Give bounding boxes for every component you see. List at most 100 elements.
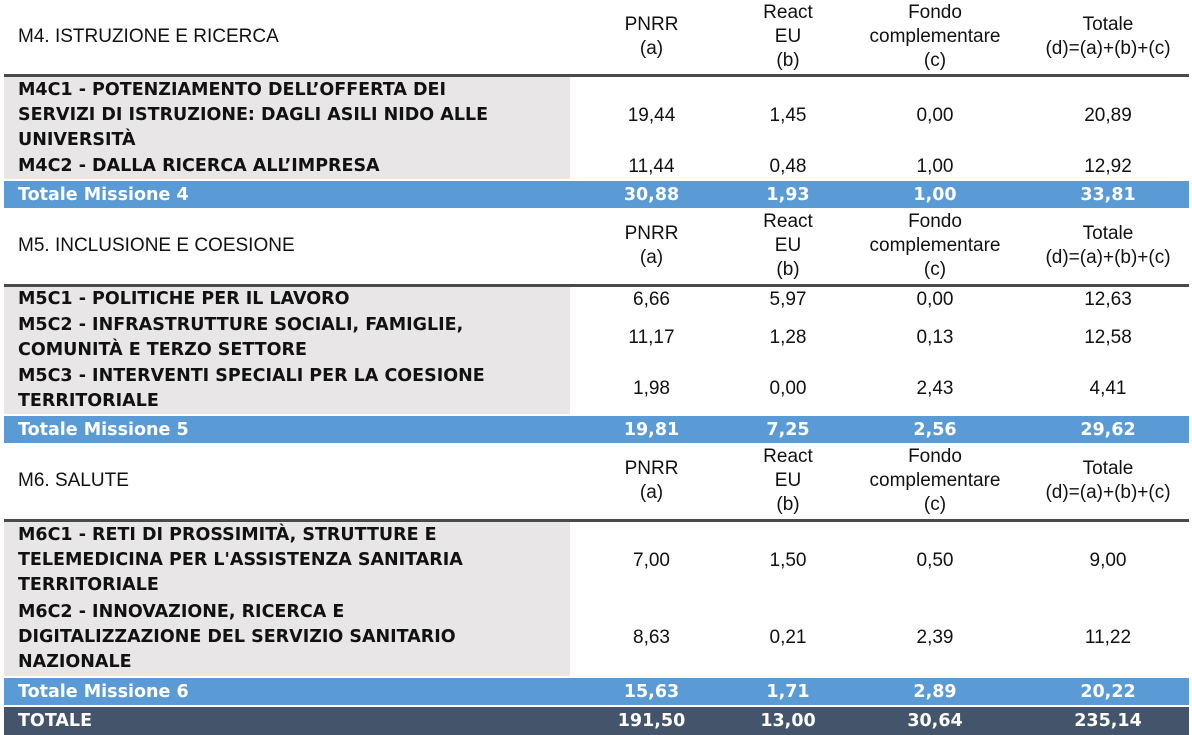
mission-funding-table: M4. ISTRUZIONE E RICERCA PNRR (a) React EU (b… bbox=[4, 0, 1189, 735]
column-header-line: PNRR bbox=[624, 458, 679, 479]
component-label: M4C2 - DALLA RICERCA ALL’IMPRESA bbox=[4, 154, 570, 180]
value-cell-c: 0,00 bbox=[916, 288, 954, 310]
value-cell-a: 8,63 bbox=[633, 626, 670, 648]
grand-total-row: TOTALE 191,50 13,00 30,64 235,14 bbox=[4, 705, 1189, 735]
value-cell-c: 0,13 bbox=[916, 326, 954, 348]
mission-total-d: 33,81 bbox=[1027, 179, 1189, 208]
grand-total-d: 235,14 bbox=[1027, 705, 1189, 735]
column-header-line: PNRR bbox=[624, 223, 679, 244]
table-row: M6C2 - INNOVAZIONE, RICERCA E DIGITALIZZA… bbox=[4, 599, 1189, 677]
value-cell-c: 0,00 bbox=[916, 104, 954, 126]
column-header-line: complementare bbox=[869, 26, 1001, 47]
value-cell-b: 0,00 bbox=[769, 377, 807, 399]
mission-total-a: 19,81 bbox=[570, 414, 733, 443]
component-label-line: M4C1 - POTENZIAMENTO DELL’OFFERTA DEI bbox=[18, 80, 447, 100]
column-header-line: EU bbox=[774, 26, 802, 47]
component-label-line: M5C3 - INTERVENTI SPECIALI PER LA COESIO… bbox=[18, 365, 485, 386]
component-label-line: M5C2 - INFRASTRUTTURE SOCIALI, FAMIGLIE, bbox=[18, 314, 464, 335]
table-row: M4C1 - POTENZIAMENTO DELL’OFFERTA DEI SER… bbox=[4, 75, 1189, 154]
table-row: M6C1 - RETI DI PROSSIMITÀ, STRUTTURE E TE… bbox=[4, 520, 1189, 599]
component-label-line: TELEMEDICINA PER L'ASSISTENZA SANITARIA bbox=[18, 550, 463, 570]
value-cell-c: 0,50 bbox=[916, 549, 954, 571]
column-header-line: Totale bbox=[1082, 223, 1134, 244]
mission-total-row: Totale Missione 4 30,88 1,93 1,00 33,81 bbox=[4, 179, 1189, 208]
mission-total-d: 29,62 bbox=[1027, 414, 1189, 443]
column-header-line: EU bbox=[774, 470, 802, 491]
value-cell-b: 5,97 bbox=[769, 288, 807, 310]
column-header-line: (d)=(a)+(b)+(c) bbox=[1045, 38, 1171, 59]
column-header-line: EU bbox=[774, 235, 802, 256]
mission-total-a: 15,63 bbox=[570, 676, 733, 706]
column-header-c: Fondo complementare (c) bbox=[843, 0, 1027, 76]
column-header-d: Totale (d)=(a)+(b)+(c) bbox=[1027, 443, 1189, 521]
section-header-row: M4. ISTRUZIONE E RICERCA PNRR (a) React EU (b… bbox=[4, 0, 1189, 76]
table-row: M4C2 - DALLA RICERCA ALL’IMPRESA 11,44 0,4… bbox=[4, 154, 1189, 180]
mission-total-a: 30,88 bbox=[570, 179, 733, 208]
grand-total-label: TOTALE bbox=[4, 705, 570, 735]
value-cell-c: 1,00 bbox=[916, 155, 954, 177]
value-cell-b: 0,21 bbox=[769, 626, 807, 648]
column-header-b: React EU (b) bbox=[733, 0, 843, 76]
table-row: M5C1 - POLITICHE PER IL LAVORO 6,66 5,97 0,… bbox=[4, 285, 1189, 312]
grand-total-a: 191,50 bbox=[570, 705, 733, 735]
column-header-line: (a) bbox=[639, 38, 664, 59]
section-title: M6. SALUTE bbox=[18, 470, 129, 491]
value-cell-a: 11,44 bbox=[628, 155, 675, 177]
mission-total-b: 7,25 bbox=[733, 414, 843, 443]
column-header-line: (d)=(a)+(b)+(c) bbox=[1045, 482, 1171, 503]
mission-total-c: 2,56 bbox=[843, 414, 1027, 443]
value-cell-b: 1,50 bbox=[769, 549, 807, 571]
column-header-line: (c) bbox=[923, 259, 947, 280]
section-title: M5. INCLUSIONE E COESIONE bbox=[18, 235, 295, 256]
mission-total-label: Totale Missione 4 bbox=[4, 179, 570, 208]
value-cell-d: 4,41 bbox=[1089, 377, 1127, 399]
section-title: M4. ISTRUZIONE E RICERCA bbox=[18, 26, 279, 47]
value-cell-a: 19,44 bbox=[627, 104, 676, 126]
component-label-line: M6C2 - INNOVAZIONE, RICERCA E bbox=[18, 602, 345, 622]
mission-total-row: Totale Missione 6 15,63 1,71 2,89 20,22 bbox=[4, 676, 1189, 706]
mission-total-b: 1,93 bbox=[733, 179, 843, 208]
value-cell-d: 12,92 bbox=[1084, 155, 1132, 177]
component-label-line: UNIVERSITÀ bbox=[18, 130, 136, 150]
grand-total-b: 13,00 bbox=[733, 705, 843, 735]
mission-total-c: 2,89 bbox=[843, 676, 1027, 706]
mission-total-b: 1,71 bbox=[733, 676, 843, 706]
column-header-line: (a) bbox=[639, 482, 664, 503]
value-cell-d: 9,00 bbox=[1089, 549, 1127, 571]
value-cell-b: 1,28 bbox=[769, 326, 807, 348]
column-header-line: React bbox=[763, 211, 813, 232]
component-label-line: M5C1 - POLITICHE PER IL LAVORO bbox=[18, 289, 350, 309]
value-cell-d: 11,22 bbox=[1084, 626, 1132, 648]
column-header-line: Totale bbox=[1082, 14, 1134, 35]
value-cell-a: 1,98 bbox=[633, 377, 670, 399]
column-header-c: Fondo complementare (c) bbox=[843, 208, 1027, 286]
component-label: M5C2 - INFRASTRUTTURE SOCIALI, FAMIGLIE,… bbox=[4, 312, 570, 363]
component-label: M6C2 - INNOVAZIONE, RICERCA E DIGITALIZZA… bbox=[4, 599, 570, 677]
table-row: M5C3 - INTERVENTI SPECIALI PER LA COESIO… bbox=[4, 363, 1189, 415]
value-cell-b: 0,48 bbox=[769, 155, 807, 177]
column-header-line: React bbox=[763, 446, 813, 467]
value-cell-c: 2,43 bbox=[916, 377, 954, 399]
component-label: M5C3 - INTERVENTI SPECIALI PER LA COESIO… bbox=[4, 363, 570, 415]
component-label-line: NAZIONALE bbox=[18, 652, 132, 672]
column-header-line: (a) bbox=[639, 247, 664, 268]
column-header-line: Fondo bbox=[908, 446, 962, 467]
component-label: M4C1 - POTENZIAMENTO DELL’OFFERTA DEI SER… bbox=[4, 75, 570, 154]
mission-total-d: 20,22 bbox=[1027, 676, 1189, 706]
section-header-row: M6. SALUTE PNRR (a) React EU (b) Fondo compleme… bbox=[4, 443, 1189, 521]
mission-total-c: 1,00 bbox=[843, 179, 1027, 208]
component-label: M6C1 - RETI DI PROSSIMITÀ, STRUTTURE E TE… bbox=[4, 520, 570, 599]
column-header-line: complementare bbox=[869, 470, 1001, 491]
column-header-b: React EU (b) bbox=[733, 443, 843, 521]
component-label-line: TERRITORIALE bbox=[18, 575, 159, 595]
column-header-line: Fondo bbox=[908, 211, 962, 232]
component-label-line: DIGITALIZZAZIONE DEL SERVIZIO SANITARIO bbox=[18, 627, 456, 647]
mission-total-label: Totale Missione 6 bbox=[4, 676, 570, 706]
column-header-line: (c) bbox=[923, 494, 947, 515]
column-header-line: (b) bbox=[776, 259, 800, 280]
mission-total-row: Totale Missione 5 19,81 7,25 2,56 29,62 bbox=[4, 414, 1189, 443]
column-header-line: (d)=(a)+(b)+(c) bbox=[1045, 247, 1171, 268]
column-header-line: Fondo bbox=[908, 2, 962, 23]
column-header-b: React EU (b) bbox=[733, 208, 843, 286]
component-label-line: M4C2 - DALLA RICERCA ALL’IMPRESA bbox=[18, 156, 380, 176]
